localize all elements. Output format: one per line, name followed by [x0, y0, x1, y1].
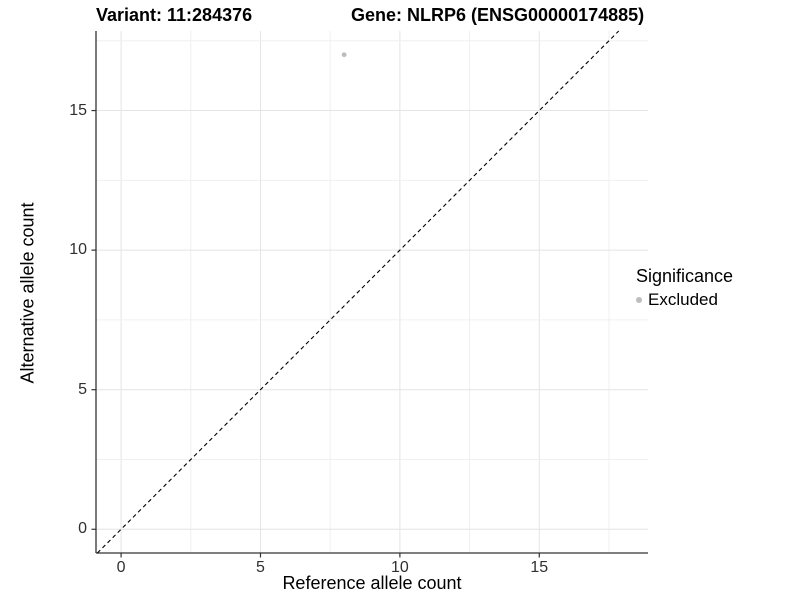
- legend: Significance Excluded: [636, 266, 733, 310]
- y-tick-label: 5: [78, 380, 87, 398]
- x-tick-label: 15: [530, 559, 549, 576]
- legend-item: Excluded: [636, 290, 733, 310]
- x-tick-label: 5: [256, 559, 265, 576]
- x-axis-label: Reference allele count: [282, 573, 462, 593]
- y-tick-label: 0: [78, 520, 87, 538]
- legend-point-icon: [636, 297, 642, 303]
- plot-title-variant: Variant: 11:284376: [96, 5, 253, 25]
- identity-line: [97, 30, 620, 554]
- y-tick-label: 10: [69, 241, 87, 259]
- y-axis-label: Alternative allele count: [17, 202, 38, 384]
- data-point: [341, 52, 347, 58]
- y-tick-label: 15: [69, 101, 87, 119]
- legend-items: Excluded: [636, 290, 733, 310]
- x-tick-label: 10: [390, 559, 409, 576]
- legend-title: Significance: [636, 266, 734, 286]
- x-tick-label: 0: [116, 559, 126, 576]
- plot-title-gene: Gene: NLRP6 (ENSG00000174885): [351, 5, 645, 25]
- legend-label: Excluded: [648, 290, 718, 309]
